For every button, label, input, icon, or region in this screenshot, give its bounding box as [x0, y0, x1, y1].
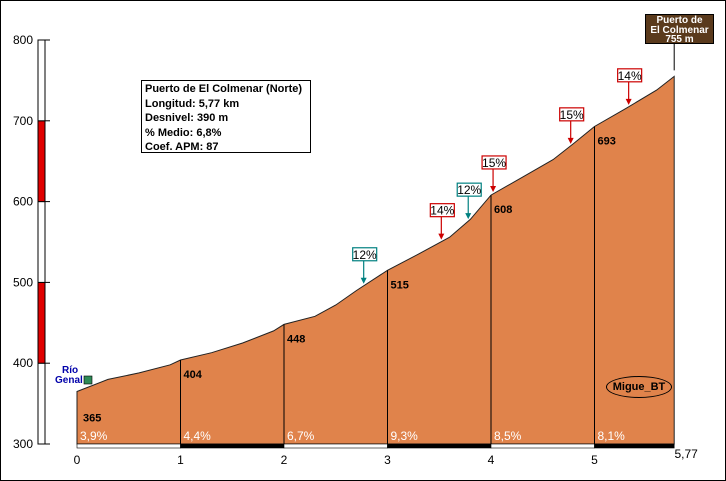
y-tick-label: 800: [13, 33, 33, 47]
segment-gradient-label: 8,1%: [598, 429, 626, 443]
summit-line3: 755 m: [665, 34, 694, 45]
stat-longitud: Longitud: 5,77 km: [145, 97, 240, 110]
max-gradient-box: [481, 155, 507, 170]
x-tick-label: 5: [591, 453, 598, 467]
x-tick-label: 1: [177, 453, 184, 467]
max-gradient-label: 14%: [430, 204, 454, 218]
stat-desnivel: Desnivel: 390 m: [145, 112, 229, 124]
max-gradient-arrowhead: [625, 98, 632, 105]
summit-line2: El Colmenar: [650, 24, 709, 36]
max-gradient-label: 14%: [618, 69, 642, 83]
km-elevation-label: 515: [391, 279, 409, 291]
author-signature: Migue_BT: [606, 376, 672, 398]
start-line2: Genal: [55, 375, 83, 386]
segment-gradient-label: 6,7%: [287, 429, 315, 443]
km-scale-segment: [490, 443, 595, 449]
max-gradient-box: [617, 68, 643, 83]
km-scale-segment: [387, 443, 492, 449]
km-scale-segment: [76, 443, 181, 449]
start-elevation-label: 365: [83, 412, 101, 424]
x-end-label: 5,77: [675, 447, 699, 461]
y-scale-segment: [37, 39, 46, 122]
y-scale-segment: [37, 362, 46, 445]
y-tick-label: 300: [13, 437, 33, 451]
summit-label: Puerto de El Colmenar 755 m: [645, 14, 714, 44]
max-gradient-box: [429, 203, 455, 218]
x-tick-label: 4: [488, 453, 495, 467]
max-gradient-label: 12%: [457, 183, 481, 197]
max-gradient-box: [456, 182, 482, 197]
km-elevation-label: 404: [184, 369, 203, 381]
x-tick-label: 3: [384, 453, 391, 467]
summit-line1: Puerto de: [656, 15, 703, 26]
max-gradient-arrowhead: [465, 213, 472, 220]
start-marker-icon: [83, 375, 93, 385]
max-gradient-label: 12%: [353, 248, 377, 262]
chart-title: Puerto de El Colmenar (Norte): [145, 83, 303, 95]
x-tick-label: 0: [74, 453, 81, 467]
y-scale-segment: [37, 281, 46, 364]
segment-gradient-label: 9,3%: [391, 429, 419, 443]
max-gradient-box: [352, 247, 378, 262]
km-elevation-label: 608: [494, 204, 512, 216]
max-gradient-arrowhead: [360, 277, 367, 284]
y-tick-label: 700: [13, 114, 33, 128]
max-gradient-arrowhead: [490, 185, 497, 192]
segment-gradient-label: 8,5%: [494, 429, 522, 443]
stat-coef: Coef. APM: 87: [145, 141, 219, 153]
segment-gradient-label: 3,9%: [80, 429, 108, 443]
y-tick-label: 600: [13, 195, 33, 209]
y-scale-segment: [37, 201, 46, 283]
max-gradient-label: 15%: [560, 108, 584, 122]
segment-gradient-label: 4,4%: [184, 429, 212, 443]
stat-medio: % Medio: 6,8%: [145, 126, 222, 139]
max-gradient-arrowhead: [438, 233, 445, 240]
start-line1: Río: [62, 365, 79, 376]
y-tick-label: 400: [13, 356, 33, 370]
x-tick-label: 2: [281, 453, 288, 467]
km-elevation-label: 693: [598, 135, 616, 147]
max-gradient-label: 15%: [482, 156, 506, 170]
y-scale-segment: [37, 120, 46, 203]
max-gradient-box: [559, 107, 585, 122]
km-scale-segment: [283, 443, 388, 449]
y-tick-label: 500: [13, 275, 33, 289]
km-scale-segment: [180, 443, 285, 449]
max-gradient-arrowhead: [567, 137, 574, 144]
km-elevation-label: 448: [287, 333, 305, 345]
stats-box: Puerto de El Colmenar (Norte) Longitud: …: [141, 80, 311, 153]
start-location-label: Río Genal: [55, 366, 83, 386]
km-scale-segment: [594, 443, 675, 449]
